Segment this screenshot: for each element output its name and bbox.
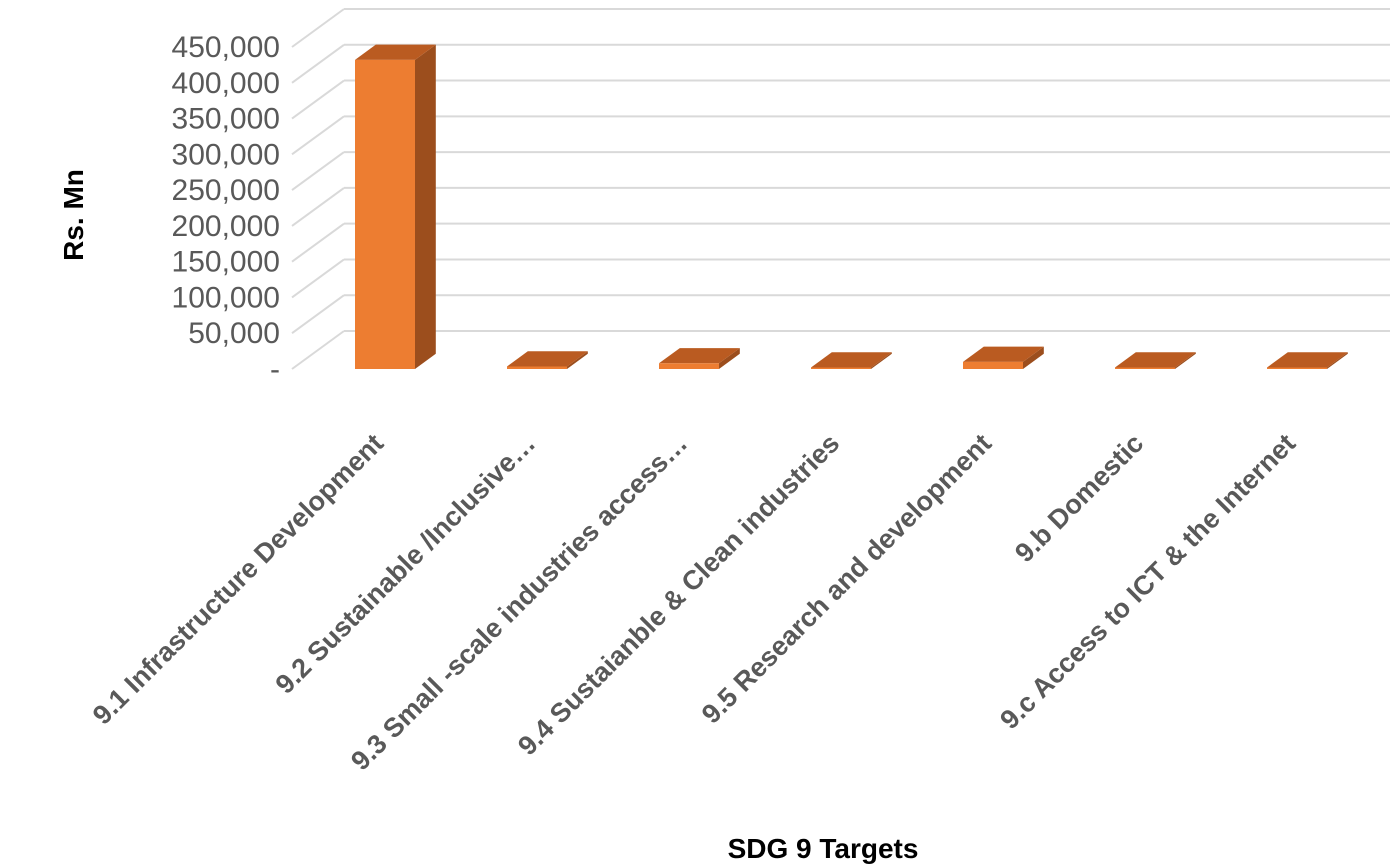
- bar-side: [1327, 352, 1348, 369]
- bar-top: [659, 348, 740, 364]
- y-axis-ticks: -50,000100,000150,000200,000250,000300,0…: [172, 31, 280, 386]
- bar-top: [355, 44, 436, 60]
- gridline-diagonal: [291, 258, 345, 299]
- y-tick-label: 300,000: [172, 138, 280, 171]
- y-tick-label: 350,000: [172, 103, 280, 136]
- bar-side: [567, 351, 588, 369]
- gridlines: [291, 8, 1390, 370]
- y-tick-label: 250,000: [172, 174, 280, 207]
- bar: [1267, 352, 1348, 369]
- y-tick-label: 150,000: [172, 246, 280, 279]
- bar: [355, 44, 436, 370]
- bar-top: [811, 352, 892, 368]
- bar-top: [963, 346, 1044, 362]
- x-category-label: 9.3 Small -scale industries access…: [345, 428, 693, 776]
- x-category-label: 9.1 Infrastructure Development: [87, 428, 389, 730]
- bar-top: [1115, 352, 1196, 368]
- bar-front: [507, 366, 567, 369]
- gridline-diagonal: [291, 43, 345, 84]
- bar-front: [963, 361, 1023, 369]
- x-category-label: 9.5 Research and development: [696, 428, 997, 729]
- gridline-diagonal: [291, 294, 345, 335]
- bar-side: [719, 348, 740, 369]
- bar-side: [871, 352, 892, 369]
- gridline-diagonal: [291, 8, 345, 48]
- bar: [1115, 352, 1196, 369]
- gridline-diagonal: [291, 151, 345, 191]
- y-axis-title: Rs. Mn: [58, 169, 89, 261]
- bar-front: [1267, 367, 1327, 369]
- bar-front: [659, 363, 719, 369]
- bar: [811, 352, 892, 369]
- bar-side: [415, 44, 436, 370]
- x-category-label: 9.4 Sustaianble & Clean industries: [512, 428, 845, 761]
- y-tick-label: 450,000: [172, 31, 280, 64]
- bar: [507, 351, 588, 369]
- y-tick-label: 400,000: [172, 67, 280, 100]
- gridline-diagonal: [291, 115, 345, 156]
- gridline-diagonal: [291, 330, 345, 370]
- y-tick-label: -: [270, 353, 280, 386]
- bar-top: [507, 351, 588, 367]
- bar-side: [1175, 352, 1196, 369]
- bar: [963, 346, 1044, 369]
- y-tick-label: 200,000: [172, 210, 280, 243]
- x-category-label: 9.b Domestic: [1009, 428, 1149, 568]
- gridline-diagonal: [291, 79, 345, 120]
- x-category-label: 9.c Access to ICT & the Internet: [994, 428, 1301, 735]
- bars: [355, 44, 1348, 370]
- bar-front: [1115, 367, 1175, 369]
- x-axis-title: SDG 9 Targets: [728, 833, 919, 864]
- gridline-diagonal: [291, 187, 345, 227]
- bar-front: [355, 59, 415, 369]
- bar: [659, 348, 740, 369]
- y-tick-label: 50,000: [188, 317, 280, 350]
- y-tick-label: 100,000: [172, 281, 280, 314]
- bar-side: [1023, 346, 1044, 369]
- gridline-diagonal: [291, 222, 345, 263]
- bar-front: [811, 367, 871, 369]
- bar-top: [1267, 352, 1348, 368]
- x-category-label: 9.2 Sustainable /Inclusive…: [270, 428, 542, 700]
